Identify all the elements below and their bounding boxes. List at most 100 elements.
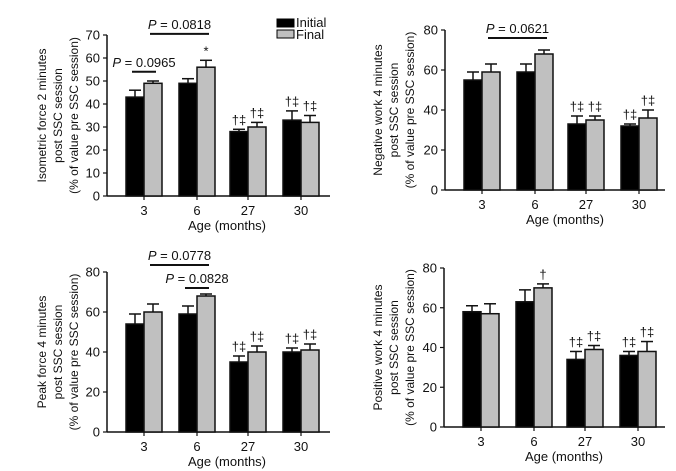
significance-marker: †‡	[232, 112, 246, 127]
bar-initial	[620, 125, 640, 191]
x-tick-label: 27	[579, 197, 593, 212]
y-tick-label: 20	[86, 385, 100, 400]
y-tick-label: 20	[424, 143, 438, 158]
bar-final	[143, 82, 163, 197]
bar-initial	[282, 119, 302, 197]
significance-marker: †‡	[303, 327, 317, 342]
y-tick-label: 0	[93, 425, 100, 440]
x-tick-label: 6	[193, 203, 200, 218]
y-tick-label: 30	[86, 120, 100, 135]
x-tick-label: 6	[530, 434, 537, 449]
significance-marker: †‡	[640, 325, 654, 340]
y-axis-label-line: (% of value pre SSC session)	[67, 37, 81, 194]
bar-initial	[178, 313, 198, 433]
y-tick-label: 40	[423, 340, 437, 355]
p-value-label: P = 0.0818	[148, 17, 211, 32]
bar-final	[481, 71, 501, 191]
p-symbol: P	[112, 55, 121, 70]
y-axis-label-line: post SSC session	[387, 63, 401, 158]
p-value: = 0.0965	[121, 55, 176, 70]
x-tick-label: 30	[632, 197, 646, 212]
x-axis-label: Age (months)	[525, 449, 603, 464]
p-symbol: P	[148, 17, 157, 32]
significance-marker: †‡	[285, 94, 299, 109]
x-tick-label: 30	[294, 439, 308, 454]
legend: Initial Final	[276, 15, 326, 42]
significance-marker: †‡	[622, 334, 636, 349]
x-tick-label: 3	[140, 203, 147, 218]
bar-final	[247, 126, 267, 197]
y-axis-label-line: post SSC session	[51, 68, 65, 163]
y-tick-label: 80	[86, 265, 100, 280]
bar-initial	[515, 301, 535, 428]
x-tick-label: 6	[531, 197, 538, 212]
bar-final	[143, 311, 163, 433]
y-axis-label-line: Peak force 4 minutes	[35, 296, 49, 409]
bar-final	[196, 66, 216, 197]
bar-final	[637, 350, 657, 428]
chart-panel-2: 0 20 40 60 80 3 6 27 30 Age (months) Negative work…	[371, 21, 665, 227]
significance-marker: †‡	[303, 99, 317, 114]
bar-initial	[125, 323, 145, 433]
significance-marker: †‡	[250, 105, 264, 120]
bar-final	[480, 312, 500, 428]
y-tick-label: 0	[93, 189, 100, 204]
y-axis-label-line: post SSC session	[51, 305, 65, 400]
chart-panel-1: 0 10 20 30 40 50 60 70 3 6 27 30 Age (months) Isometr…	[35, 17, 330, 233]
y-tick-label: 20	[423, 380, 437, 395]
x-axis-label: Age (months)	[188, 218, 266, 233]
p-symbol: P	[165, 271, 174, 286]
x-tick-label: 30	[294, 203, 308, 218]
bar-initial	[462, 310, 482, 428]
y-axis-label-line: (% of value pre SSC session)	[67, 274, 81, 431]
p-value-label: P = 0.0778	[148, 248, 211, 263]
legend-swatch-final	[276, 29, 295, 39]
legend-label-initial: Initial	[296, 15, 326, 30]
x-tick-label: 3	[478, 197, 485, 212]
y-tick-label: 40	[86, 97, 100, 112]
bar-initial	[282, 351, 302, 433]
significance-marker: *	[203, 43, 208, 58]
bar-final	[300, 121, 320, 197]
y-tick-label: 80	[424, 23, 438, 38]
y-tick-label: 60	[423, 300, 437, 315]
bar-initial	[229, 130, 249, 197]
bar-final	[534, 53, 554, 191]
x-tick-label: 6	[193, 439, 200, 454]
legend-label-final: Final	[296, 27, 324, 42]
significance-marker: †‡	[285, 331, 299, 346]
significance-marker: †‡	[588, 99, 602, 114]
x-axis-label: Age (months)	[188, 454, 266, 469]
bar-final	[638, 117, 658, 191]
bar-initial	[619, 354, 639, 428]
y-axis-label-line: Positive work 4 minutes	[371, 284, 385, 410]
y-tick-label: 70	[86, 28, 100, 43]
y-tick-label: 20	[86, 143, 100, 158]
significance-marker: †‡	[570, 99, 584, 114]
significance-marker: †‡	[250, 329, 264, 344]
p-value-label: P = 0.0828	[165, 271, 228, 286]
p-value: = 0.0778	[157, 248, 212, 263]
x-axis-label: Age (months)	[526, 212, 604, 227]
chart-panel-3: 0 20 40 60 80 3 6 27 30 Age (months) Peak force 4 …	[35, 248, 330, 469]
p-value: = 0.0621	[495, 21, 550, 36]
p-symbol: P	[148, 248, 157, 263]
y-tick-label: 60	[86, 51, 100, 66]
x-tick-label: 27	[241, 439, 255, 454]
significance-marker: †	[539, 267, 546, 282]
p-value: = 0.0828	[174, 271, 229, 286]
significance-marker: †‡	[232, 339, 246, 354]
y-tick-label: 60	[424, 63, 438, 78]
y-tick-label: 10	[86, 166, 100, 181]
significance-marker: †‡	[587, 329, 601, 344]
y-axis-label-line: Isometric force 2 minutes	[35, 48, 49, 182]
y-tick-label: 40	[424, 103, 438, 118]
y-axis-label-line: post SSC session	[387, 300, 401, 395]
bar-initial	[516, 71, 536, 191]
p-symbol: P	[486, 21, 495, 36]
bar-initial	[178, 82, 198, 197]
bar-initial	[125, 96, 145, 197]
y-axis-label-line: (% of value pre SSC session)	[403, 269, 417, 426]
bar-initial	[463, 79, 483, 191]
